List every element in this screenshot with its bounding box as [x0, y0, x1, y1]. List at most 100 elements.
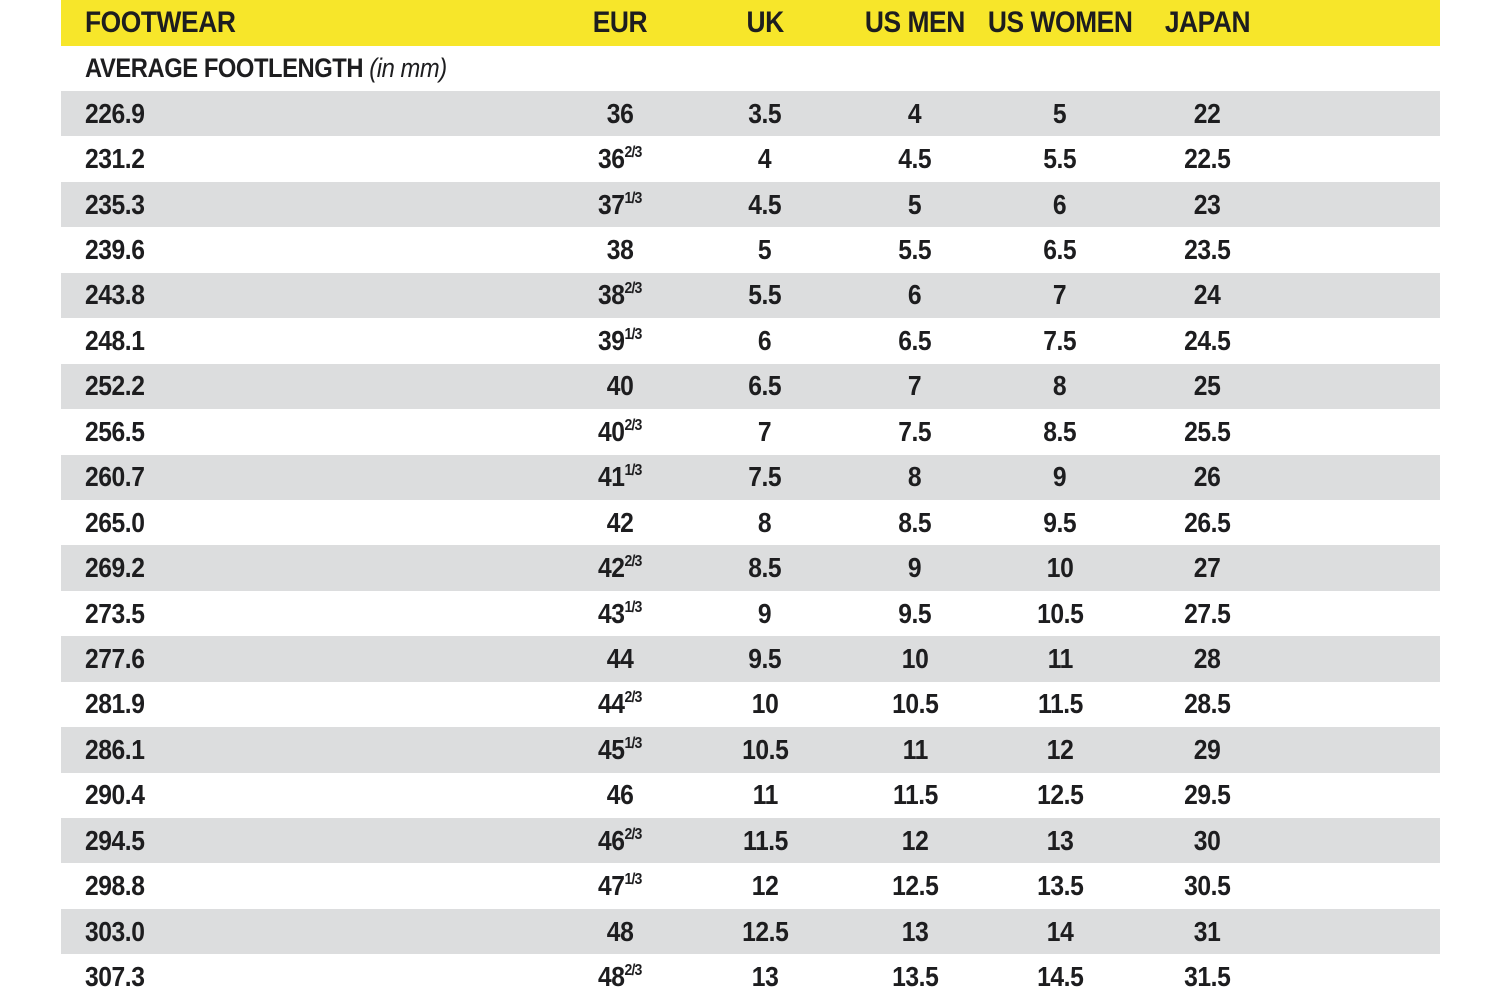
cell-filler	[1285, 727, 1440, 772]
cell-footlength: 248.1	[85, 324, 145, 356]
cell-us-men: 6	[908, 279, 922, 311]
table-row: 231.2 362/3 4 4.5 5.5 22.5	[61, 136, 1440, 182]
cell-uk: 7	[758, 415, 772, 447]
cell-filler	[1285, 682, 1440, 727]
subheader-label: AVERAGE FOOTLENGTH	[85, 53, 364, 83]
cell-eur: 48	[606, 915, 634, 947]
cell-footlength: 307.3	[85, 961, 145, 993]
table-row: 290.4 46 11 11.5 12.5 29.5	[61, 772, 1440, 818]
cell-filler	[1285, 545, 1440, 590]
cell-us-women: 10.5	[1036, 597, 1084, 629]
table-row: 235.3 371/3 4.5 5 6 23	[61, 181, 1440, 228]
header-cell-eur: EUR	[550, 0, 690, 46]
cell-us-men: 5	[908, 188, 922, 220]
cell-uk: 3.5	[748, 97, 782, 129]
cell-footlength: 303.0	[85, 915, 145, 947]
cell-us-women: 5	[1053, 97, 1067, 129]
cell-us-women: 12.5	[1036, 779, 1084, 811]
cell-eur: 431/3	[598, 597, 642, 629]
cell-us-men: 12	[901, 824, 929, 856]
table-row: 307.3 482/3 13 13.5 14.5 31.5	[61, 954, 1440, 1000]
cell-us-men: 8	[908, 461, 922, 493]
cell-footlength: 256.5	[85, 415, 145, 447]
cell-uk: 11.5	[742, 824, 788, 856]
header-label-us-men: US MEN	[864, 6, 966, 39]
table-row: 260.7 411/3 7.5 8 9 26	[61, 454, 1440, 500]
cell-us-women: 11.5	[1037, 688, 1083, 720]
header-label-us-women: US WOMEN	[987, 6, 1133, 39]
cell-japan: 22.5	[1184, 143, 1231, 175]
cell-filler	[1285, 136, 1440, 181]
table-row: 256.5 402/3 7 7.5 8.5 25.5	[61, 409, 1440, 455]
cell-japan: 29	[1194, 733, 1221, 765]
cell-japan: 26	[1194, 461, 1221, 493]
table-row: 277.6 44 9.5 10 11 28	[61, 636, 1440, 682]
eur-fraction-superscript: 1/3	[624, 325, 643, 343]
cell-filler	[1285, 909, 1440, 954]
cell-filler	[1285, 818, 1440, 863]
table-row: 269.2 422/3 8.5 9 10 27	[61, 545, 1440, 591]
cell-uk: 8.5	[748, 552, 782, 584]
cell-eur: 46	[606, 779, 634, 811]
cell-footlength: 294.5	[85, 824, 145, 856]
cell-footlength: 281.9	[85, 688, 145, 720]
eur-fraction-superscript: 2/3	[624, 416, 643, 434]
table-row: 303.0 48 12.5 13 14 31	[61, 908, 1440, 955]
cell-filler	[1285, 863, 1440, 908]
header-label-uk: UK	[746, 6, 784, 39]
cell-eur: 40	[606, 370, 634, 402]
cell-eur: 42	[606, 506, 634, 538]
table-row: 226.9 36 3.5 4 5 22	[61, 91, 1440, 137]
cell-uk: 6	[758, 324, 772, 356]
subheader-unit: (in mm)	[369, 53, 447, 83]
cell-filler	[1285, 364, 1440, 409]
table-row: 239.6 38 5 5.5 6.5 23.5	[61, 227, 1440, 273]
cell-uk: 6.5	[748, 370, 782, 402]
table-row: 248.1 391/3 6 6.5 7.5 24.5	[61, 318, 1440, 364]
cell-eur: 362/3	[598, 143, 642, 175]
cell-us-men: 10	[901, 642, 929, 674]
footwear-size-table: FOOTWEAR EUR UK US MEN US WOMEN JAPAN AV…	[61, 0, 1440, 1000]
cell-japan: 25	[1194, 370, 1221, 402]
cell-eur: 38	[606, 234, 634, 266]
eur-fraction-superscript: 1/3	[624, 734, 643, 752]
cell-uk: 5	[758, 234, 772, 266]
cell-us-men: 11.5	[892, 779, 938, 811]
cell-us-women: 13	[1046, 824, 1074, 856]
header-label-japan: JAPAN	[1164, 6, 1251, 39]
cell-eur: 391/3	[598, 324, 643, 356]
cell-us-women: 9.5	[1043, 506, 1077, 538]
cell-us-men: 6.5	[898, 324, 932, 356]
cell-us-men: 13.5	[891, 961, 939, 993]
table-row: 294.5 462/3 11.5 12 13 30	[61, 818, 1440, 864]
table-subheader-row: AVERAGE FOOTLENGTH (in mm)	[61, 46, 1440, 91]
cell-eur: 482/3	[598, 961, 642, 993]
cell-us-women: 9	[1053, 461, 1067, 493]
cell-footlength: 286.1	[85, 733, 145, 765]
cell-us-men: 11	[902, 733, 928, 765]
eur-fraction-superscript: 2/3	[624, 280, 643, 298]
cell-uk: 13	[751, 961, 779, 993]
cell-us-men: 9.5	[898, 597, 932, 629]
cell-footlength: 260.7	[85, 461, 145, 493]
cell-eur: 44	[606, 642, 634, 674]
cell-eur: 371/3	[598, 188, 642, 220]
header-label-eur: EUR	[592, 6, 648, 39]
cell-us-women: 8	[1053, 370, 1067, 402]
cell-japan: 23	[1194, 188, 1221, 220]
header-cell-japan: JAPAN	[1130, 0, 1285, 46]
cell-japan: 27.5	[1184, 597, 1231, 629]
header-cell-filler	[1285, 0, 1440, 46]
header-cell-uk: UK	[690, 0, 840, 46]
cell-japan: 24	[1194, 279, 1221, 311]
eur-fraction-superscript: 2/3	[624, 689, 643, 707]
cell-us-women: 8.5	[1043, 415, 1077, 447]
table-row: 286.1 451/3 10.5 11 12 29	[61, 727, 1440, 773]
cell-filler	[1285, 500, 1440, 545]
cell-filler	[1285, 318, 1440, 363]
header-cell-footwear: FOOTWEAR	[61, 0, 550, 46]
cell-uk: 9.5	[748, 642, 782, 674]
cell-japan: 31	[1194, 915, 1221, 947]
eur-fraction-superscript: 1/3	[624, 462, 643, 480]
